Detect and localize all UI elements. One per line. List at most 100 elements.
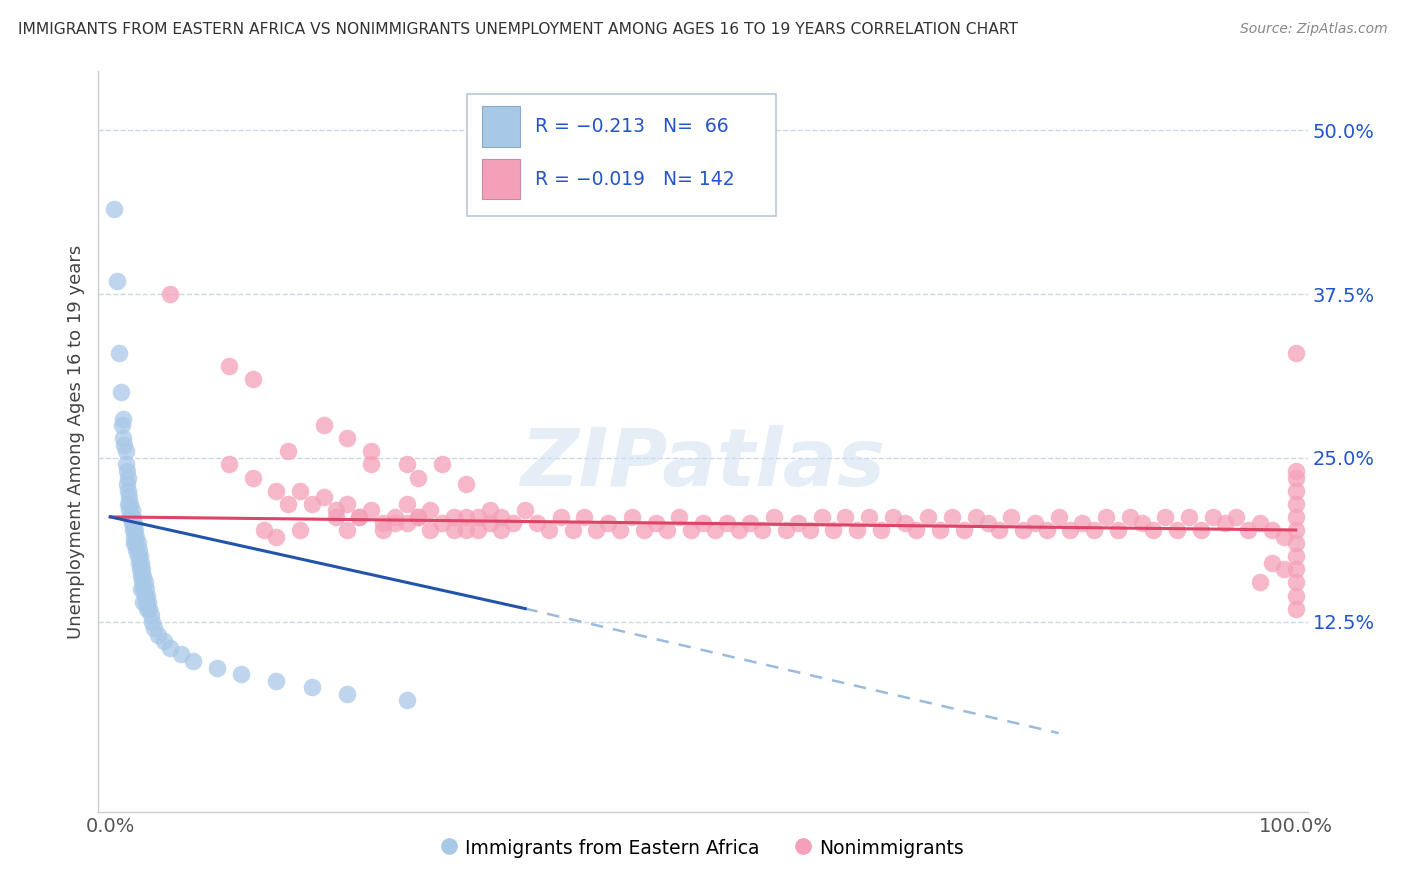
Point xyxy=(135,595,157,609)
Point xyxy=(120,509,142,524)
Point xyxy=(834,509,856,524)
Point xyxy=(1237,523,1260,537)
Point xyxy=(117,470,139,484)
Point xyxy=(408,509,430,524)
Point xyxy=(454,477,477,491)
Point xyxy=(1285,470,1308,484)
Point xyxy=(360,444,382,458)
Point xyxy=(336,431,359,445)
Point xyxy=(1036,523,1059,537)
Point xyxy=(125,542,148,557)
Point xyxy=(775,523,797,537)
Point xyxy=(288,483,311,498)
Point xyxy=(1261,556,1284,570)
Point xyxy=(1285,483,1308,498)
Point xyxy=(1130,516,1153,531)
Point xyxy=(515,503,537,517)
Point xyxy=(681,523,703,537)
Y-axis label: Unemployment Among Ages 16 to 19 years: Unemployment Among Ages 16 to 19 years xyxy=(66,244,84,639)
Point xyxy=(467,509,489,524)
Point xyxy=(1272,562,1295,576)
Point xyxy=(181,654,204,668)
Point xyxy=(1285,464,1308,478)
Point xyxy=(111,418,134,433)
Point xyxy=(159,640,181,655)
Point xyxy=(454,523,477,537)
Point xyxy=(242,470,264,484)
Text: R = −0.019   N= 142: R = −0.019 N= 142 xyxy=(534,169,734,188)
Point xyxy=(1154,509,1177,524)
Point xyxy=(1107,523,1129,537)
Point xyxy=(598,516,620,531)
Point xyxy=(692,516,714,531)
Point xyxy=(312,490,335,504)
Point xyxy=(1285,589,1308,603)
Point xyxy=(128,556,150,570)
Point xyxy=(124,536,146,550)
Point xyxy=(1213,516,1236,531)
Point xyxy=(988,523,1011,537)
Point xyxy=(117,497,139,511)
Point xyxy=(120,497,142,511)
Point xyxy=(159,287,181,301)
Point xyxy=(454,509,477,524)
Point xyxy=(117,483,139,498)
Point xyxy=(620,509,643,524)
Point xyxy=(141,615,163,629)
FancyBboxPatch shape xyxy=(482,106,520,147)
Point xyxy=(122,516,145,531)
Point xyxy=(114,444,136,458)
Legend: Immigrants from Eastern Africa, Nonimmigrants: Immigrants from Eastern Africa, Nonimmig… xyxy=(434,831,972,865)
Point xyxy=(941,509,963,524)
Point xyxy=(893,516,915,531)
Point xyxy=(264,483,287,498)
Point xyxy=(115,464,138,478)
Point xyxy=(740,516,762,531)
Point xyxy=(360,458,382,472)
Point xyxy=(170,648,193,662)
Point xyxy=(218,359,240,374)
Point xyxy=(277,497,299,511)
Point xyxy=(131,575,153,590)
Point xyxy=(121,523,143,537)
Point xyxy=(325,503,347,517)
Point xyxy=(152,634,174,648)
Point xyxy=(132,595,155,609)
Point xyxy=(1285,497,1308,511)
Point xyxy=(134,589,156,603)
Point xyxy=(253,523,276,537)
Point xyxy=(502,516,524,531)
Point xyxy=(114,438,136,452)
Point xyxy=(312,418,335,433)
FancyBboxPatch shape xyxy=(482,159,520,200)
Point xyxy=(1285,536,1308,550)
Point xyxy=(1047,509,1070,524)
Point xyxy=(1059,523,1081,537)
Point xyxy=(478,516,501,531)
Point xyxy=(1012,523,1035,537)
Point xyxy=(107,346,129,360)
Point xyxy=(1272,530,1295,544)
Point xyxy=(122,536,145,550)
Point xyxy=(277,444,299,458)
Point xyxy=(336,687,359,701)
Point xyxy=(118,503,141,517)
Point xyxy=(336,497,359,511)
Point xyxy=(129,569,152,583)
Point xyxy=(478,503,501,517)
Point xyxy=(121,516,143,531)
Point xyxy=(1285,509,1308,524)
Point xyxy=(491,523,513,537)
Point xyxy=(371,516,394,531)
Point xyxy=(1189,523,1212,537)
Point xyxy=(1178,509,1201,524)
Point xyxy=(763,509,786,524)
Point xyxy=(121,503,143,517)
Point xyxy=(395,516,418,531)
Point xyxy=(146,628,169,642)
Point xyxy=(882,509,904,524)
Point xyxy=(1202,509,1225,524)
Point xyxy=(419,523,441,537)
Point xyxy=(526,516,548,531)
Text: IMMIGRANTS FROM EASTERN AFRICA VS NONIMMIGRANTS UNEMPLOYMENT AMONG AGES 16 TO 19: IMMIGRANTS FROM EASTERN AFRICA VS NONIMM… xyxy=(18,22,1018,37)
